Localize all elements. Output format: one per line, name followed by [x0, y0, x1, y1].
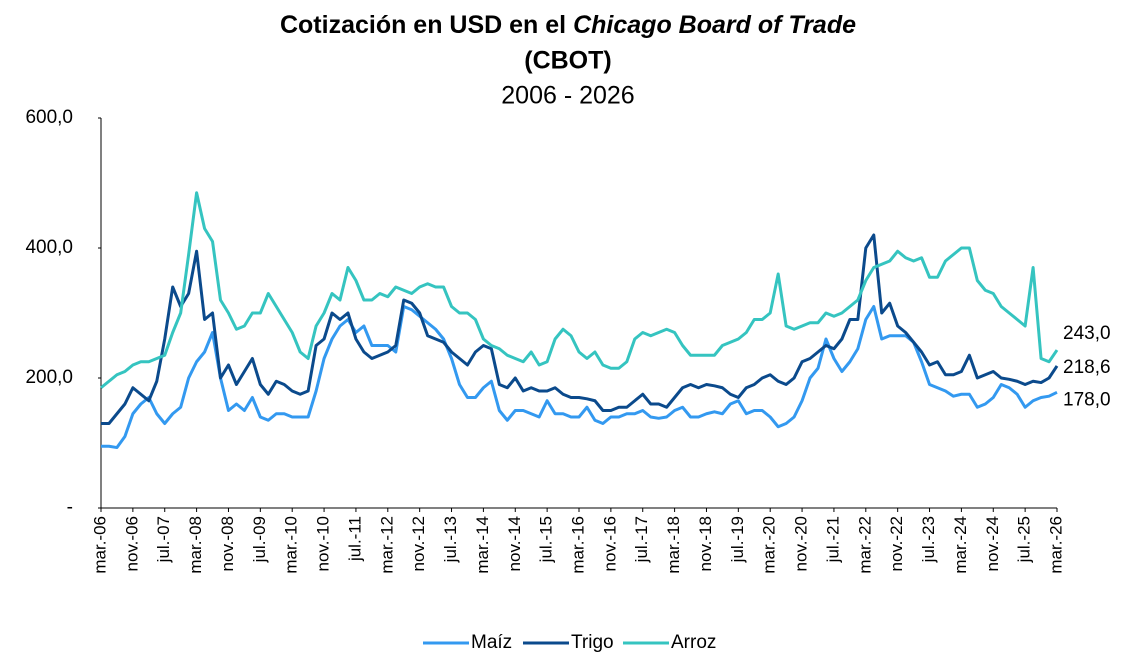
series-line	[100, 191, 1059, 389]
y-tick-label: -	[67, 497, 73, 518]
series-line	[101, 233, 1059, 425]
title-text: Cotización en USD en el	[280, 11, 566, 39]
x-tick-label: jul.-21	[823, 516, 842, 563]
x-tick-label: jul.-15	[537, 516, 556, 563]
x-tick-label: jul.-13	[441, 516, 460, 563]
x-tick-label: nov.-18	[696, 516, 715, 571]
title-italic: Chicago Board of Trade	[573, 11, 856, 39]
x-tick-label: jul.-07	[154, 516, 173, 563]
x-tick-label: mar.-22	[855, 516, 874, 574]
end-label: 218,6	[1063, 357, 1111, 378]
chart-title: Cotización en USD en el Chicago Board of…	[280, 11, 856, 39]
x-tick-label: nov.-16	[600, 516, 619, 571]
x-tick-label: nov.-08	[218, 516, 237, 571]
x-tick-label: jul.-25	[1015, 516, 1034, 563]
x-tick-label: mar.-20	[760, 516, 779, 574]
x-tick-label: mar.-12	[377, 516, 396, 574]
x-tick-label: nov.-14	[505, 516, 524, 571]
legend-label: Trigo	[571, 632, 614, 653]
x-tick-label: jul.-11	[345, 516, 364, 562]
y-tick-label: 200,0	[25, 367, 73, 388]
x-tick-label: mar.-14	[473, 516, 492, 574]
x-tick-label: nov.-10	[314, 516, 333, 571]
x-tick-label: mar.-26	[1046, 516, 1065, 574]
chart-title-line2: (CBOT)	[524, 47, 611, 75]
x-tick-label: jul.-17	[632, 516, 651, 563]
x-tick-label: nov.-22	[887, 516, 906, 571]
x-tick-label: nov.-12	[409, 516, 428, 571]
x-tick-label: jul.-19	[728, 516, 747, 563]
x-tick-label: mar.-24	[951, 516, 970, 574]
y-tick-label: 600,0	[25, 107, 73, 128]
x-tick-label: nov.-20	[792, 516, 811, 571]
chart-subtitle: 2006 - 2026	[501, 82, 634, 110]
end-label: 178,0	[1063, 389, 1111, 410]
x-tick-label: nov.-24	[983, 516, 1002, 571]
y-tick-label: 400,0	[25, 237, 73, 258]
x-tick-label: mar.-06	[90, 516, 109, 574]
x-tick-label: mar.-18	[664, 516, 683, 574]
x-tick-label: jul.-23	[919, 516, 938, 563]
x-tick-label: mar.-16	[568, 516, 587, 574]
series-line	[101, 305, 1058, 450]
x-tick-label: jul.-09	[250, 516, 269, 563]
legend-label: Maíz	[471, 632, 512, 653]
end-label: 243,0	[1063, 323, 1111, 344]
legend-label: Arroz	[671, 632, 716, 653]
x-tick-label: mar.-10	[282, 516, 301, 574]
x-tick-label: nov.-06	[122, 516, 141, 571]
x-tick-label: mar.-08	[186, 516, 205, 574]
